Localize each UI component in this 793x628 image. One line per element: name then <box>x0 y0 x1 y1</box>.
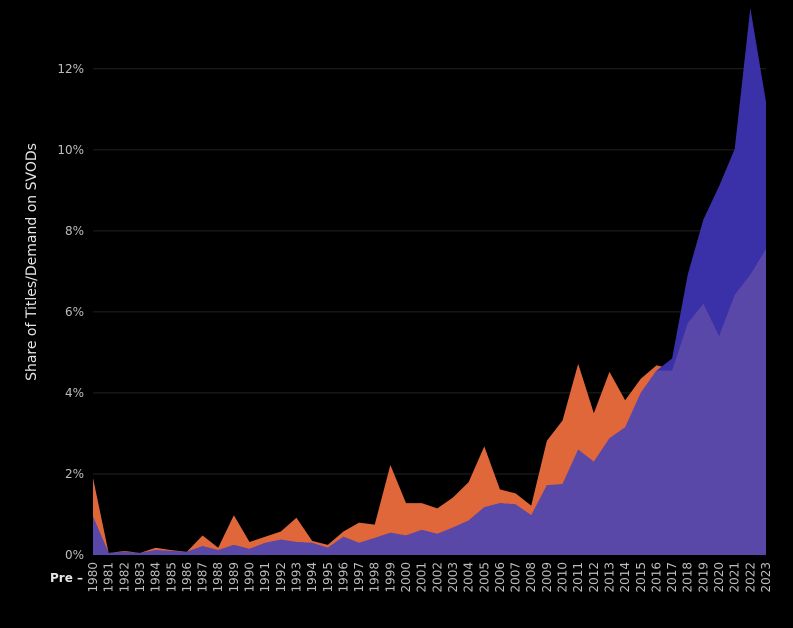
y-tick-label: 2% <box>65 467 84 481</box>
x-tick-label: 2004 <box>462 562 476 593</box>
x-tick-label: 2014 <box>618 562 632 593</box>
x-tick-label: 1990 <box>243 562 257 593</box>
x-tick-label: 2010 <box>556 562 570 593</box>
x-tick-label: 2000 <box>399 562 413 593</box>
x-tick-label: 2023 <box>759 562 773 593</box>
x-tick-label: 2013 <box>602 562 616 593</box>
x-tick-label: 1982 <box>117 562 131 593</box>
x-tick-label: 1994 <box>305 562 319 593</box>
x-tick-label: 2020 <box>712 562 726 593</box>
x-tick-label: 1987 <box>196 562 210 593</box>
x-tick-label: 2018 <box>681 562 695 593</box>
x-tick-label: 1986 <box>180 562 194 593</box>
x-tick-label: 2006 <box>493 562 507 593</box>
x-tick-label: 1995 <box>321 562 335 593</box>
x-axis-ticks: 1980 1981 1982 1983 1984 1985 1986 1987 1988 1989… <box>86 562 773 593</box>
x-tick-label: 1985 <box>164 562 178 593</box>
y-tick-label: 4% <box>65 386 84 400</box>
x-tick-label: 1997 <box>352 562 366 593</box>
x-tick-label: 2022 <box>743 562 757 593</box>
x-tick-label: 1998 <box>368 562 382 593</box>
x-tick-label: 1999 <box>383 562 397 593</box>
x-tick-label: 1991 <box>258 562 272 593</box>
series-areas <box>93 8 766 555</box>
x-tick-label: 2019 <box>696 562 710 593</box>
x-tick-label: 2011 <box>571 562 585 593</box>
x-axis-prefix-label: Pre – <box>50 571 83 585</box>
x-tick-label: 2015 <box>634 562 648 593</box>
series-area-3 <box>93 249 766 555</box>
x-tick-label: 1992 <box>274 562 288 593</box>
x-tick-label: 1993 <box>289 562 303 593</box>
y-tick-label: 6% <box>65 305 84 319</box>
x-tick-label: 2016 <box>649 562 663 593</box>
x-tick-label: 2008 <box>524 562 538 593</box>
x-tick-label: 2009 <box>540 562 554 593</box>
x-tick-label: 2007 <box>509 562 523 593</box>
x-tick-label: 2002 <box>430 562 444 593</box>
y-axis-title: Share of Titles/Demand on SVODs <box>24 143 40 381</box>
y-tick-label: 12% <box>57 62 84 76</box>
x-tick-label: 2003 <box>446 562 460 593</box>
x-tick-label: 1980 <box>86 562 100 593</box>
x-tick-label: 2012 <box>587 562 601 593</box>
y-tick-label: 0% <box>65 548 84 562</box>
y-axis-ticks: 0% 2% 4% 6% 8% 10% 12% <box>57 62 84 562</box>
x-tick-label: 2021 <box>728 562 742 593</box>
x-tick-label: 1988 <box>211 562 225 593</box>
x-tick-label: 1984 <box>149 562 163 593</box>
x-tick-label: 1981 <box>102 562 116 593</box>
x-tick-label: 2017 <box>665 562 679 593</box>
x-tick-label: 2005 <box>477 562 491 593</box>
y-tick-label: 8% <box>65 224 84 238</box>
x-tick-label: 1989 <box>227 562 241 593</box>
y-tick-label: 10% <box>57 143 84 157</box>
x-tick-label: 2001 <box>415 562 429 593</box>
x-tick-label: 1996 <box>336 562 350 593</box>
x-tick-label: 1983 <box>133 562 147 593</box>
